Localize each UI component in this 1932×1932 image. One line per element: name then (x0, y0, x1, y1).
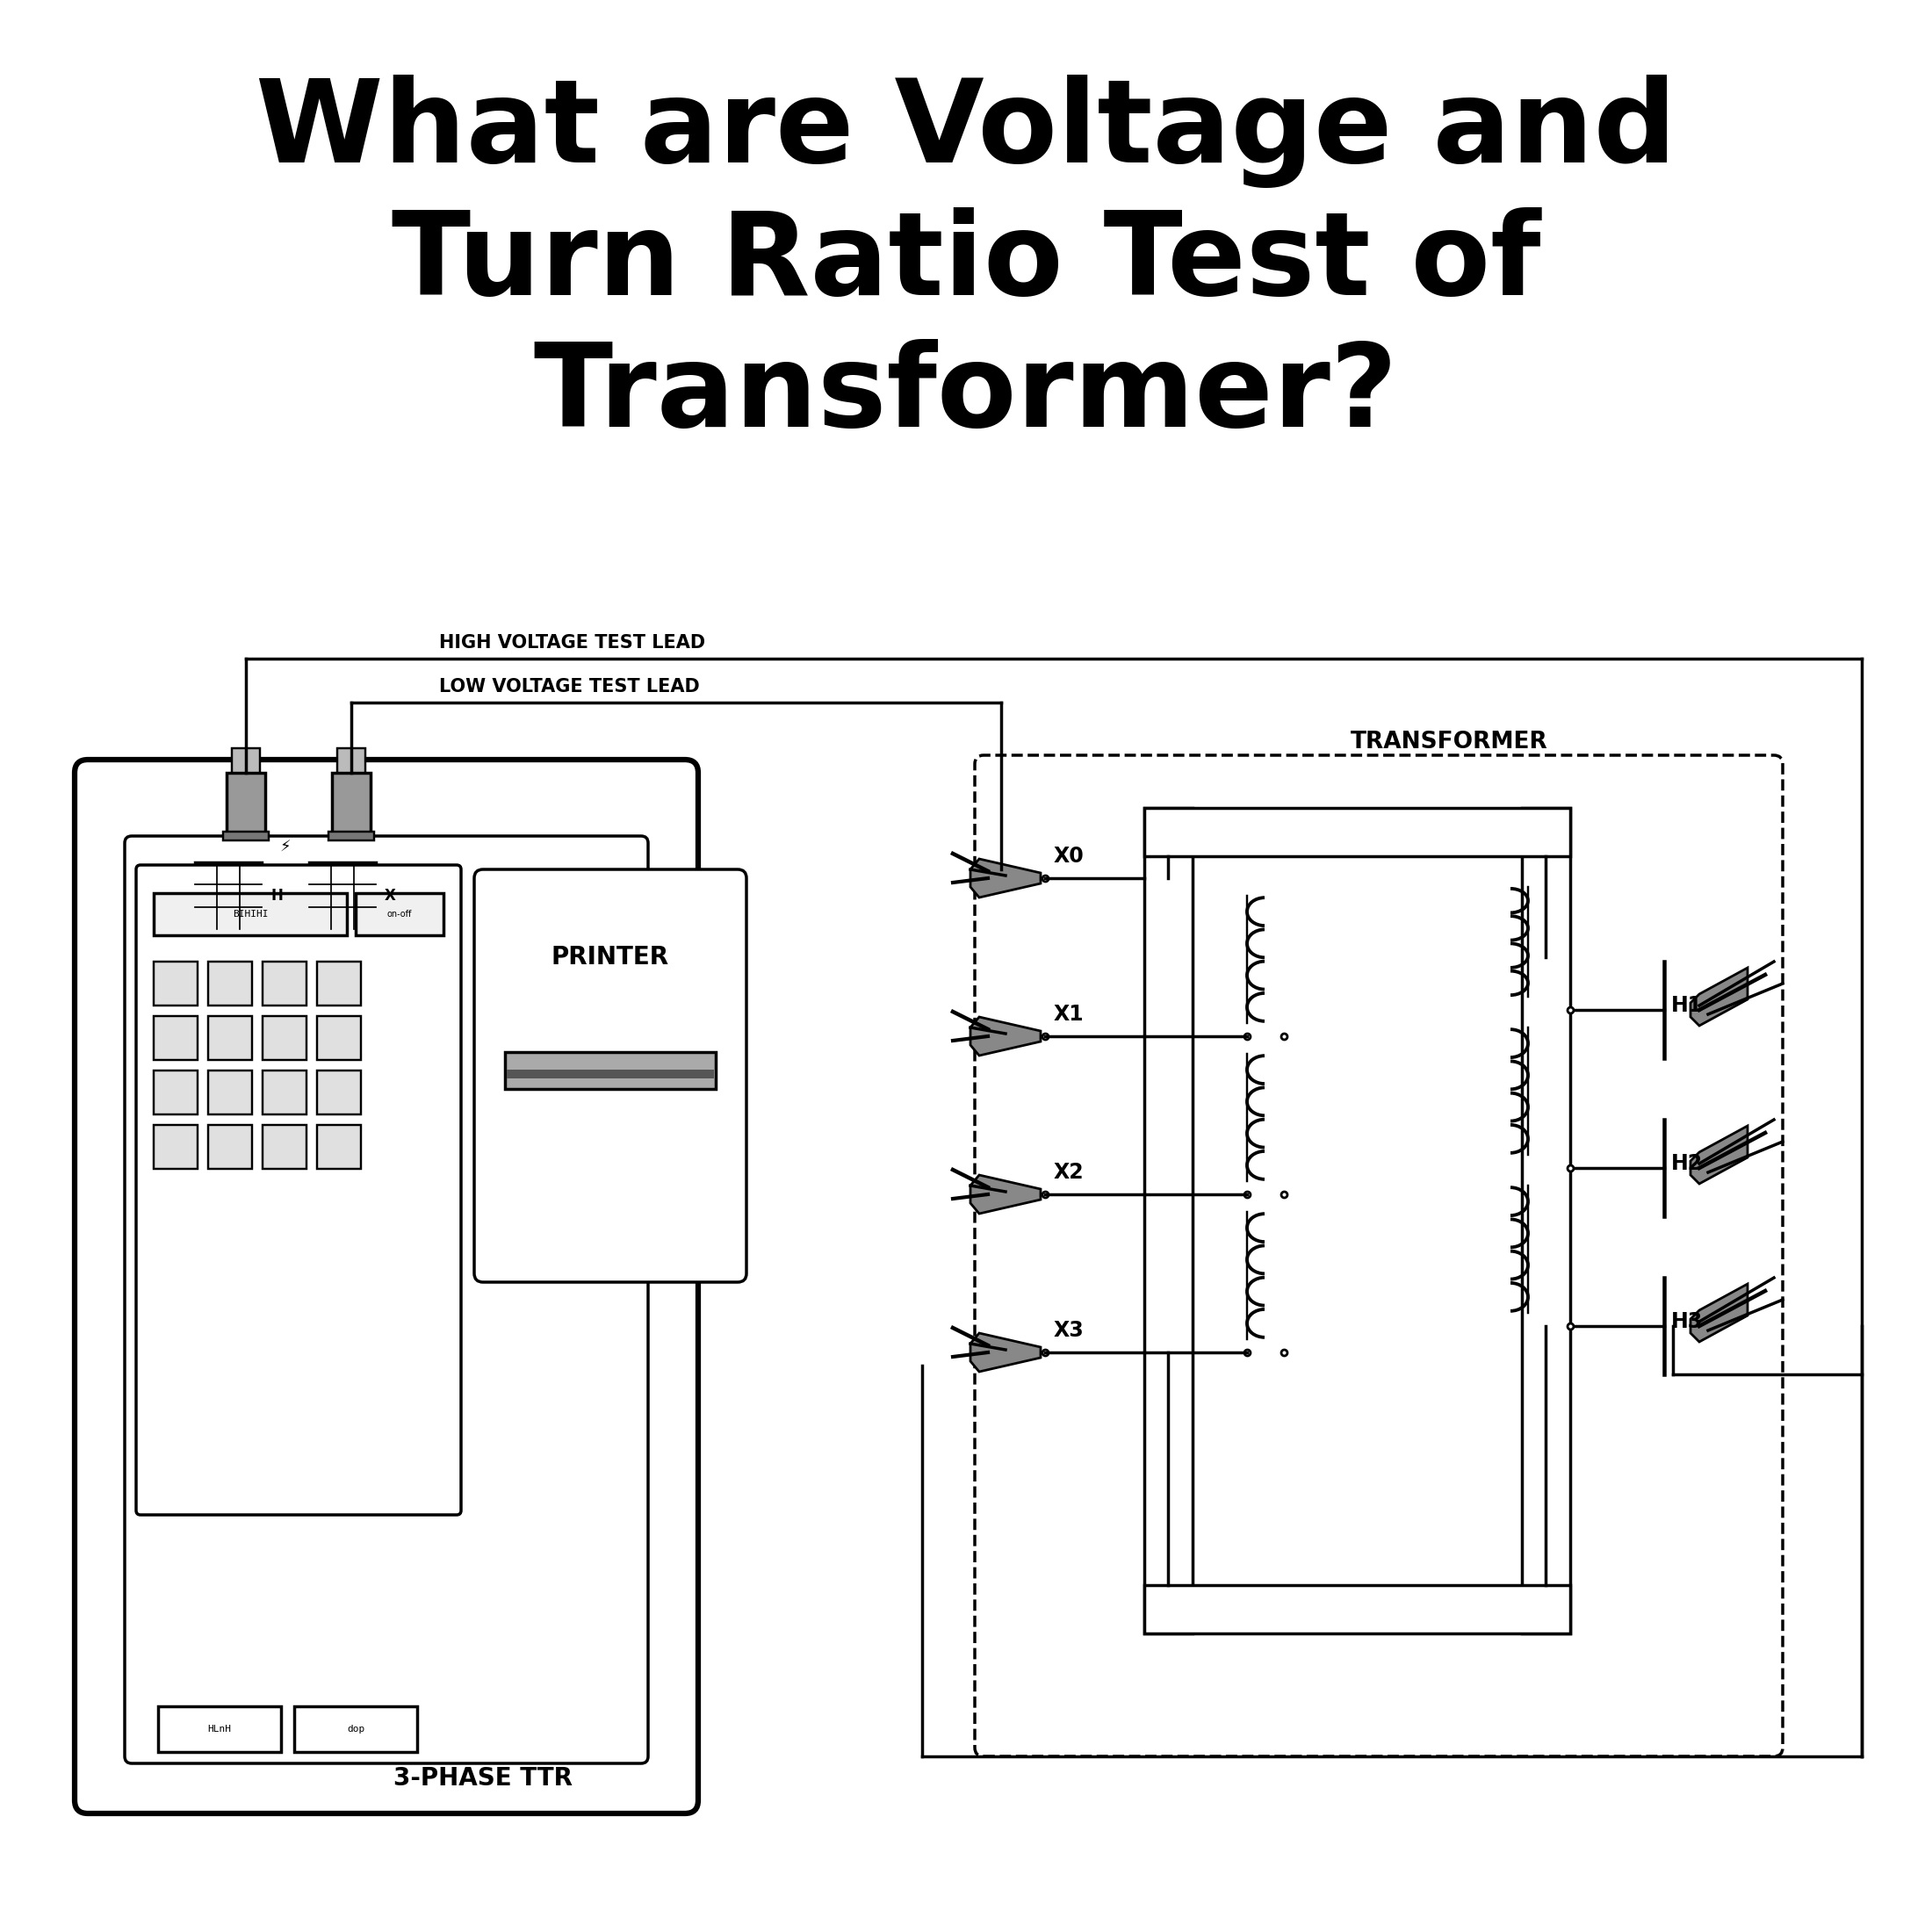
Polygon shape (1690, 1285, 1748, 1343)
Text: ⚡: ⚡ (280, 840, 292, 856)
Text: Turn Ratio Test of: Turn Ratio Test of (392, 209, 1540, 319)
Text: X2: X2 (1053, 1161, 1084, 1182)
Bar (226, 773, 265, 835)
Text: H3: H3 (1671, 1312, 1702, 1333)
Bar (504, 1053, 715, 1090)
Bar (294, 1706, 417, 1752)
Bar (338, 748, 365, 773)
Text: 3-PHASE TTR: 3-PHASE TTR (394, 1766, 572, 1791)
Bar (1144, 808, 1192, 1633)
Bar (158, 1706, 280, 1752)
Bar (1144, 1584, 1569, 1633)
FancyBboxPatch shape (75, 759, 697, 1814)
Text: X3: X3 (1053, 1320, 1084, 1341)
FancyBboxPatch shape (976, 755, 1783, 1756)
Bar (209, 962, 251, 1005)
Bar (506, 1070, 715, 1078)
Bar (232, 748, 261, 773)
Text: HLnH: HLnH (209, 1725, 232, 1733)
Bar (355, 893, 444, 935)
Text: H2: H2 (1671, 1153, 1702, 1175)
Text: TRANSFORMER: TRANSFORMER (1350, 730, 1548, 753)
Bar (155, 1124, 197, 1169)
FancyBboxPatch shape (473, 869, 746, 1283)
Text: X1: X1 (1053, 1005, 1084, 1024)
FancyBboxPatch shape (135, 866, 462, 1515)
Bar (309, 862, 377, 929)
Text: H: H (270, 889, 282, 904)
Polygon shape (970, 1333, 1041, 1372)
FancyBboxPatch shape (126, 837, 647, 1764)
Polygon shape (970, 1175, 1041, 1213)
Text: H1: H1 (1671, 995, 1702, 1016)
Bar (317, 1016, 361, 1061)
Bar (209, 1124, 251, 1169)
Bar (332, 773, 371, 835)
Bar (222, 831, 269, 840)
Text: What are Voltage and: What are Voltage and (255, 75, 1677, 189)
Bar (1144, 808, 1569, 856)
Bar (1522, 808, 1571, 1633)
Bar (155, 1070, 197, 1115)
Text: X0: X0 (1053, 846, 1084, 867)
Bar (209, 1016, 251, 1061)
Bar (155, 1016, 197, 1061)
Bar (263, 962, 307, 1005)
Bar (317, 1124, 361, 1169)
Bar (317, 962, 361, 1005)
Bar (317, 1070, 361, 1115)
Bar (263, 1124, 307, 1169)
Text: LOW VOLTAGE TEST LEAD: LOW VOLTAGE TEST LEAD (439, 678, 699, 696)
Bar (263, 1070, 307, 1115)
Bar (263, 1016, 307, 1061)
Bar (155, 893, 348, 935)
Text: HIGH VOLTAGE TEST LEAD: HIGH VOLTAGE TEST LEAD (439, 634, 705, 651)
Bar (209, 1070, 251, 1115)
Text: X: X (384, 889, 396, 904)
Text: PRINTER: PRINTER (551, 945, 668, 970)
Polygon shape (970, 1016, 1041, 1055)
Bar (155, 962, 197, 1005)
Text: BIHIHI: BIHIHI (232, 910, 269, 918)
Polygon shape (1690, 1126, 1748, 1184)
Polygon shape (970, 860, 1041, 898)
Text: on-off: on-off (386, 910, 412, 918)
Text: Transformer?: Transformer? (533, 340, 1399, 450)
Polygon shape (1690, 968, 1748, 1026)
Bar (328, 831, 375, 840)
Bar (195, 862, 261, 929)
Text: dop: dop (346, 1725, 365, 1733)
